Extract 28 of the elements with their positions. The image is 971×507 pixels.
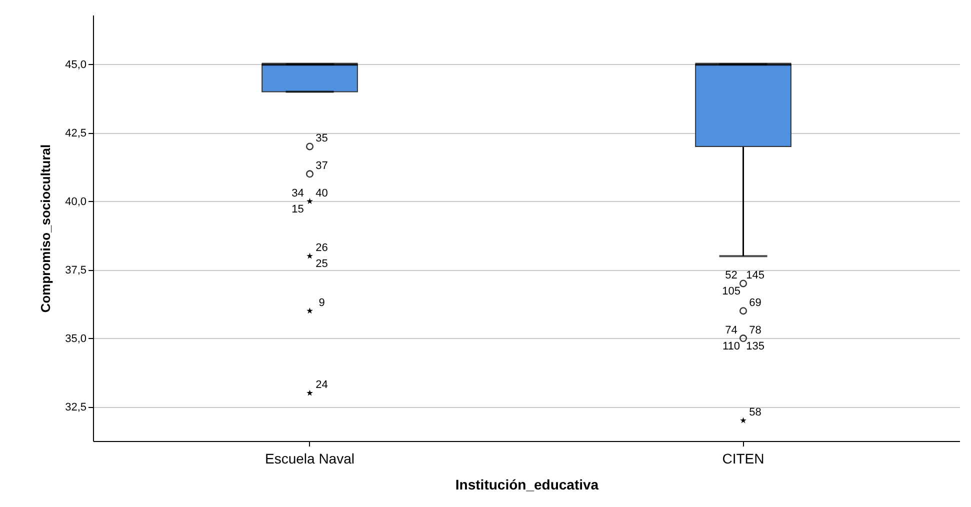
y-tick-label: 37,5	[65, 264, 86, 276]
annotation: 40	[316, 187, 328, 200]
annotation: 58	[749, 406, 762, 418]
annotation: 145	[746, 269, 764, 282]
annotation: 37	[316, 160, 328, 172]
y-tick-label: 32,5	[65, 401, 86, 414]
annotation: 105	[722, 285, 740, 298]
annotation: 25	[316, 258, 328, 270]
annotation: 24	[316, 379, 328, 392]
annotation: 9	[318, 296, 325, 309]
x-axis-title: Institución_educativa	[455, 476, 599, 492]
annotation: 74	[725, 324, 738, 336]
annotation: 69	[749, 296, 762, 309]
y-tick-label: 35,0	[65, 332, 86, 345]
y-tick-label: 45,0	[65, 58, 86, 71]
y-axis-title: Compromiso_sociocultural	[38, 144, 54, 313]
annotation: 78	[749, 324, 762, 336]
y-tick-label: 40,0	[65, 196, 86, 208]
annotation: 52	[725, 269, 738, 282]
annotation: 35	[316, 132, 328, 144]
annotation: 34	[292, 187, 304, 200]
y-tick-label: 42,5	[65, 127, 86, 140]
annotation: 110	[722, 340, 740, 352]
annotation: 26	[316, 242, 328, 254]
x-tick-label: CITEN	[722, 450, 764, 466]
annotation: 15	[292, 203, 304, 216]
x-tick-label: Escuela Naval	[265, 450, 354, 466]
annotation: 135	[746, 340, 764, 352]
